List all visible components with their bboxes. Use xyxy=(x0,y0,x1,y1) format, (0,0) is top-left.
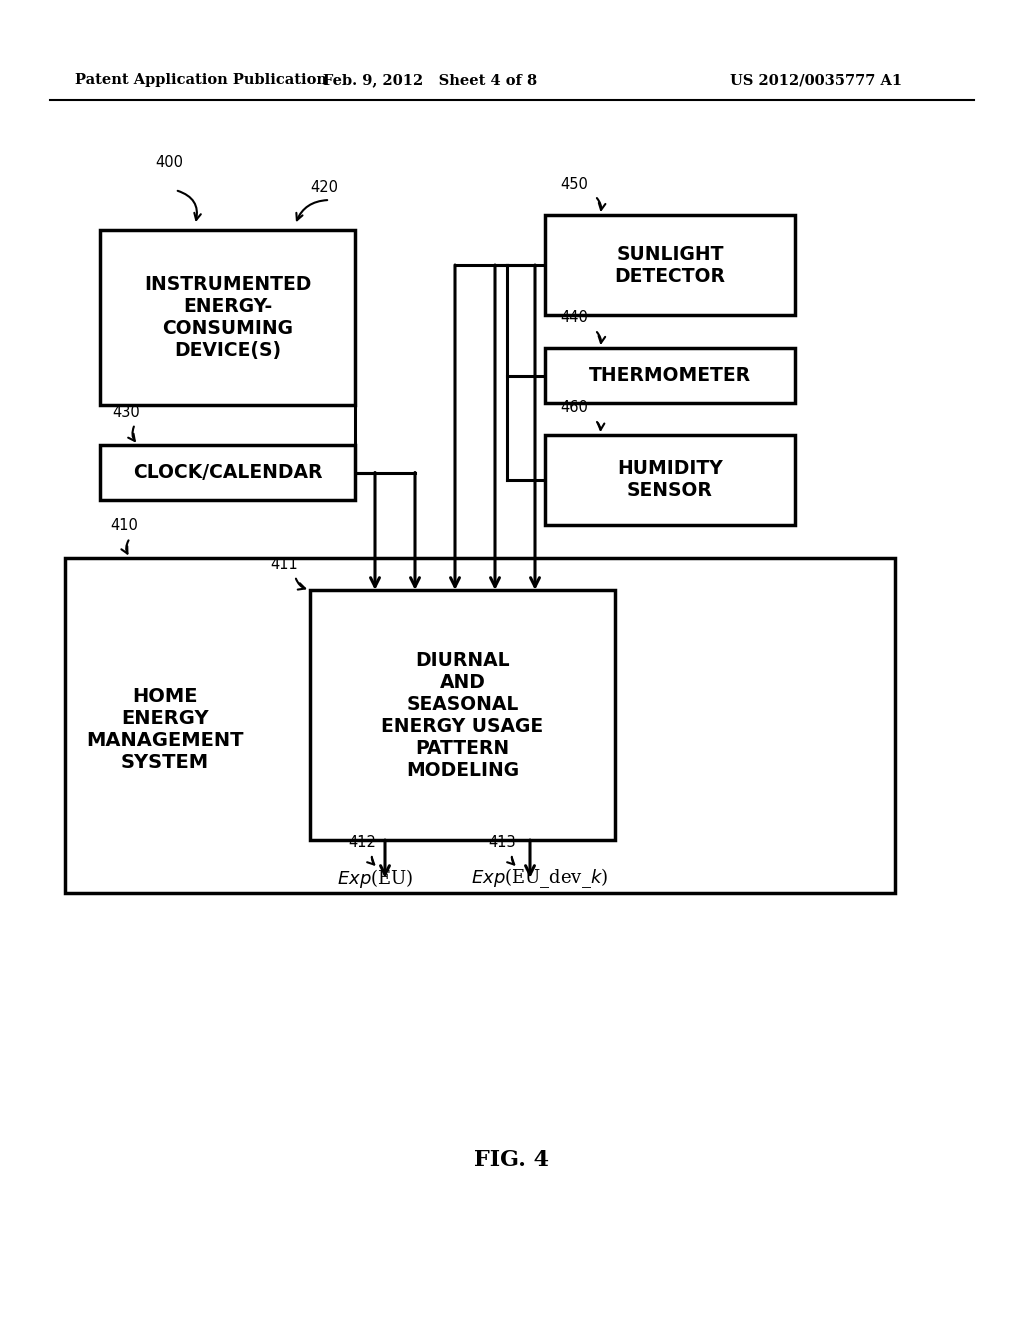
Text: $\mathit{Exp}$(EU_dev_$k$): $\mathit{Exp}$(EU_dev_$k$) xyxy=(471,866,608,890)
Bar xyxy=(100,445,355,500)
Text: 413: 413 xyxy=(488,836,516,850)
Text: HOME
ENERGY
MANAGEMENT
SYSTEM: HOME ENERGY MANAGEMENT SYSTEM xyxy=(86,688,244,772)
Text: CLOCK/CALENDAR: CLOCK/CALENDAR xyxy=(133,463,323,482)
Bar xyxy=(545,215,795,315)
Text: 420: 420 xyxy=(310,180,338,195)
Text: 410: 410 xyxy=(110,517,138,533)
Text: Feb. 9, 2012   Sheet 4 of 8: Feb. 9, 2012 Sheet 4 of 8 xyxy=(323,73,537,87)
Text: DIURNAL
AND
SEASONAL
ENERGY USAGE
PATTERN
MODELING: DIURNAL AND SEASONAL ENERGY USAGE PATTER… xyxy=(381,651,544,780)
Text: INSTRUMENTED
ENERGY-
CONSUMING
DEVICE(S): INSTRUMENTED ENERGY- CONSUMING DEVICE(S) xyxy=(143,275,311,360)
Text: FIG. 4: FIG. 4 xyxy=(474,1148,550,1171)
Text: US 2012/0035777 A1: US 2012/0035777 A1 xyxy=(730,73,902,87)
Text: 460: 460 xyxy=(560,400,588,414)
Text: SUNLIGHT
DETECTOR: SUNLIGHT DETECTOR xyxy=(614,244,725,285)
Text: 440: 440 xyxy=(560,310,588,325)
Bar xyxy=(65,558,895,894)
Text: 450: 450 xyxy=(560,177,588,191)
Text: 412: 412 xyxy=(348,836,376,850)
Text: $\mathit{Exp}$(EU): $\mathit{Exp}$(EU) xyxy=(337,866,414,890)
Bar xyxy=(310,590,615,840)
Text: THERMOMETER: THERMOMETER xyxy=(589,366,751,385)
Text: 430: 430 xyxy=(112,405,139,420)
Bar xyxy=(100,230,355,405)
Bar xyxy=(545,348,795,403)
Text: 400: 400 xyxy=(155,154,183,170)
Text: 411: 411 xyxy=(270,557,298,572)
Text: HUMIDITY
SENSOR: HUMIDITY SENSOR xyxy=(617,459,723,500)
Bar xyxy=(545,436,795,525)
Text: Patent Application Publication: Patent Application Publication xyxy=(75,73,327,87)
